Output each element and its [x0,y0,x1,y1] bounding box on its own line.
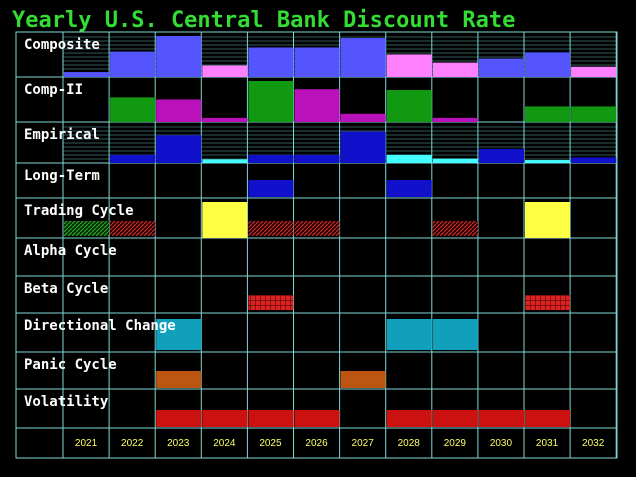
empirical-bar-2025 [248,154,294,163]
trading-cycle-hatch-2029 [432,221,478,236]
composite-bar-2027 [340,38,386,77]
panic-cycle-bar-2023 [156,371,202,388]
directional-change-bar-2028 [386,319,432,350]
composite-bar-2023 [156,36,202,77]
directional-change-bar-2023 [156,319,202,350]
year-label-2023: 2023 [167,438,190,449]
trading-cycle-hatch-2025 [248,221,294,236]
comp-ii-bar-2022 [110,97,156,122]
comp-ii-alt-bar-2026 [294,89,340,122]
composite-alt-bar-2029 [432,62,478,77]
panel-label-volatility: Volatility [24,394,109,410]
year-label-2024: 2024 [213,438,236,449]
composite-alt-bar-2024 [202,65,248,77]
empirical-alt-bar-2024 [202,159,248,163]
panel-label-panic-cycle: Panic Cycle [24,357,117,373]
composite-bar-2030 [478,58,524,77]
trading-cycle-hatch-2026 [294,221,340,236]
composite-bar-2021 [64,72,110,77]
year-label-2026: 2026 [305,438,328,449]
panel-label-alpha-cycle: Alpha Cycle [24,243,117,259]
long-term-bar-2028 [386,180,432,197]
comp-ii-bar-2028 [386,90,432,122]
panel-label-comp-ii: Comp-II [24,82,83,98]
year-label-2022: 2022 [121,438,144,449]
volatility-bar-2023 [156,410,202,427]
composite-alt-bar-2032 [571,66,617,77]
empirical-bar-2027 [340,131,386,163]
volatility-bar-2024 [202,410,248,427]
composite-alt-bar-2028 [386,54,432,77]
comp-ii-alt-bar-2024 [202,117,248,122]
trading-cycle-bar-2024 [202,202,248,238]
composite-bar-2026 [294,47,340,77]
year-label-2029: 2029 [444,438,467,449]
trading-cycle-bar-2031 [525,202,571,238]
year-label-2027: 2027 [352,438,375,449]
long-term-bar-2025 [248,180,294,197]
comp-ii-alt-bar-2029 [432,117,478,122]
panel-label-composite: Composite [24,37,100,53]
empirical-alt-bar-2029 [432,158,478,163]
year-label-2031: 2031 [536,438,559,449]
volatility-bar-2026 [294,410,340,427]
comp-ii-alt-bar-2027 [340,113,386,122]
panel-label-directional-change: Directional Change [24,318,176,334]
year-label-2030: 2030 [490,438,513,449]
volatility-bar-2028 [386,410,432,427]
empirical-bar-2030 [478,148,524,163]
year-label-2032: 2032 [582,438,605,449]
composite-bar-2031 [525,52,571,77]
panel-label-empirical: Empirical [24,127,100,143]
year-label-2028: 2028 [398,438,421,449]
volatility-bar-2029 [432,410,478,427]
year-label-2021: 2021 [75,438,98,449]
volatility-bar-2031 [525,410,571,427]
empirical-alt-bar-2031 [525,160,571,163]
trading-cycle-hatch-2021 [64,221,110,236]
panel-label-beta-cycle: Beta Cycle [24,281,108,297]
comp-ii-alt-bar-2023 [156,99,202,122]
directional-change-bar-2029 [432,319,478,350]
composite-bar-2022 [110,51,156,77]
comp-ii-bar-2032 [571,106,617,122]
trading-cycle-hatch-2022 [110,221,156,236]
volatility-bar-2030 [478,410,524,427]
panic-cycle-bar-2027 [340,371,386,388]
beta-cycle-bar-2025 [248,295,294,310]
beta-cycle-bar-2031 [525,295,571,310]
volatility-bar-2025 [248,410,294,427]
comp-ii-bar-2025 [248,81,294,122]
empirical-bar-2026 [294,154,340,163]
panel-label-trading-cycle: Trading Cycle [24,203,134,219]
chart-title: Yearly U.S. Central Bank Discount Rate [12,8,515,33]
year-label-2025: 2025 [259,438,282,449]
composite-bar-2025 [248,47,294,77]
comp-ii-bar-2031 [525,106,571,122]
empirical-bar-2032 [571,157,617,163]
empirical-alt-bar-2028 [386,154,432,163]
panel-label-long-term: Long-Term [24,168,100,184]
empirical-bar-2022 [110,154,156,163]
empirical-bar-2023 [156,135,202,163]
